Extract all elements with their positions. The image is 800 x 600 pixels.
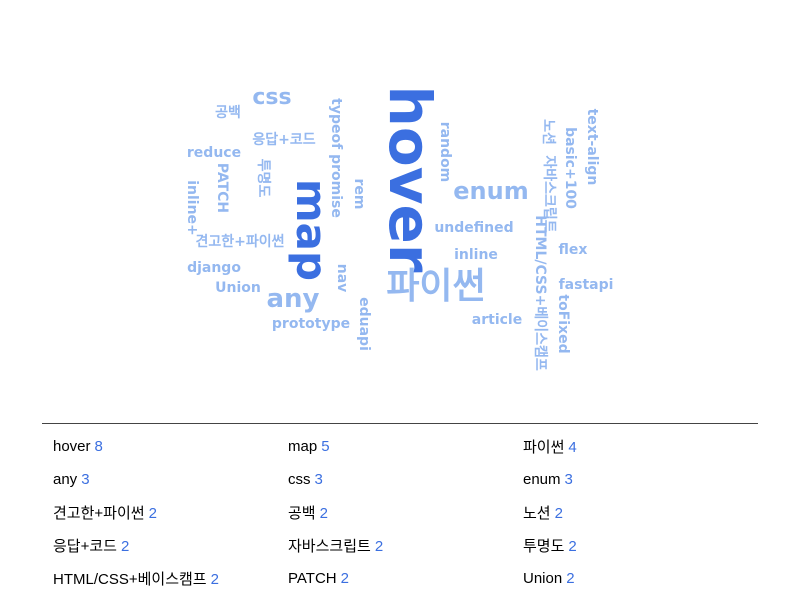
cloud-word: prototype — [271, 316, 351, 332]
stat-count: 2 — [554, 505, 563, 522]
cloud-word: fastapi — [558, 277, 614, 293]
stat-count: 3 — [564, 471, 573, 488]
stat-count: 2 — [374, 538, 384, 555]
cloud-word: 공백 — [215, 105, 241, 121]
cloud-word: inline+ — [184, 180, 200, 236]
cloud-word: text-align — [584, 108, 600, 186]
stat-term: 자바스크립트 — [288, 538, 371, 555]
stat-item: HTML/CSS+베이스캠프 2 — [53, 568, 288, 589]
stat-term: Union — [523, 570, 563, 587]
cloud-word: django — [187, 260, 241, 276]
stat-term: css — [288, 471, 311, 488]
stat-row: 응답+코드 2 자바스크립트 2 투명도 2 — [53, 529, 758, 562]
term-frequency-list: hover 8 map 5 파이썬 4 any 3 css 3 enum 3 견고한+파이썬 2 공백 2 노션… — [53, 430, 758, 595]
stat-count: 5 — [321, 438, 330, 455]
stat-row: 견고한+파이썬 2 공백 2 노션 2 — [53, 496, 758, 529]
stat-term: enum — [523, 471, 561, 488]
stat-count: 8 — [94, 438, 103, 455]
cloud-word: toFixed — [555, 294, 571, 354]
stat-term: 노션 — [523, 505, 551, 522]
stat-item: PATCH 2 — [288, 570, 523, 587]
cloud-word: inline — [454, 247, 498, 263]
stat-item: map 5 — [288, 438, 523, 455]
cloud-word: Union — [215, 280, 261, 296]
cloud-word: 파이썬 — [386, 266, 486, 307]
stat-term: 견고한+파이썬 — [53, 505, 145, 522]
stat-term: PATCH — [288, 570, 337, 587]
cloud-word: nav — [334, 263, 350, 293]
cloud-word: basic+100 — [562, 127, 578, 209]
stat-count: 2 — [340, 570, 349, 587]
stat-item: 자바스크립트 2 — [288, 535, 523, 556]
stat-row: HTML/CSS+베이스캠프 2 PATCH 2 Union 2 — [53, 562, 758, 595]
stat-item: any 3 — [53, 471, 288, 488]
cloud-word: 투명도 — [255, 158, 271, 198]
cloud-word: rem — [351, 178, 367, 210]
cloud-word: reduce — [186, 145, 242, 161]
cloud-word: 노션 — [540, 119, 556, 145]
stat-count: 2 — [319, 505, 328, 522]
stat-term: 투명도 — [523, 538, 565, 555]
cloud-word: random — [437, 121, 453, 183]
stat-count: 2 — [210, 571, 219, 588]
cloud-word: hover — [376, 85, 444, 273]
cloud-word: PATCH — [214, 162, 230, 214]
cloud-word: css — [252, 85, 292, 110]
stat-item: css 3 — [288, 471, 523, 488]
stat-term: any — [53, 471, 78, 488]
cloud-word: undefined — [434, 220, 514, 236]
stat-count: 2 — [120, 538, 130, 555]
stat-item: 파이썬 4 — [523, 436, 758, 457]
stat-count: 2 — [148, 505, 157, 522]
cloud-word: 응답+코드 — [252, 132, 316, 148]
stat-item: 노션 2 — [523, 502, 758, 523]
stat-count: 2 — [566, 570, 575, 587]
cloud-word: any — [266, 284, 320, 314]
stat-row: hover 8 map 5 파이썬 4 — [53, 430, 758, 463]
stat-count: 4 — [568, 439, 577, 456]
cloud-word: enum — [453, 177, 529, 205]
stat-row: any 3 css 3 enum 3 — [53, 463, 758, 496]
stat-term: 공백 — [288, 505, 316, 522]
stat-term: hover — [53, 438, 91, 455]
stat-count: 3 — [314, 471, 323, 488]
stat-item: 투명도 2 — [523, 535, 758, 556]
stat-item: 응답+코드 2 — [53, 535, 288, 556]
word-cloud: hover map 파이썬 any css enum 견고한+파이썬 공백 노션 응답+코드 자바스… — [184, 85, 614, 371]
stat-term: map — [288, 438, 318, 455]
stat-item: Union 2 — [523, 570, 758, 587]
stat-item: enum 3 — [523, 471, 758, 488]
stat-item: hover 8 — [53, 438, 288, 455]
stat-count: 2 — [568, 538, 577, 555]
cloud-word: article — [471, 312, 523, 328]
stat-item: 견고한+파이썬 2 — [53, 502, 288, 523]
divider — [42, 423, 758, 424]
stat-count: 3 — [81, 471, 90, 488]
stat-term: 응답+코드 — [53, 538, 117, 555]
cloud-word: map — [287, 178, 336, 282]
cloud-word: flex — [558, 242, 588, 258]
stat-item: 공백 2 — [288, 502, 523, 523]
cloud-word: HTML/CSS+베이스캠프 — [532, 215, 548, 371]
cloud-word: eduapi — [356, 297, 372, 351]
cloud-word: typeof promise — [328, 98, 344, 218]
stat-term: 파이썬 — [523, 439, 565, 456]
stat-term: HTML/CSS+베이스캠프 — [53, 571, 207, 588]
cloud-word: 견고한+파이썬 — [195, 234, 285, 250]
